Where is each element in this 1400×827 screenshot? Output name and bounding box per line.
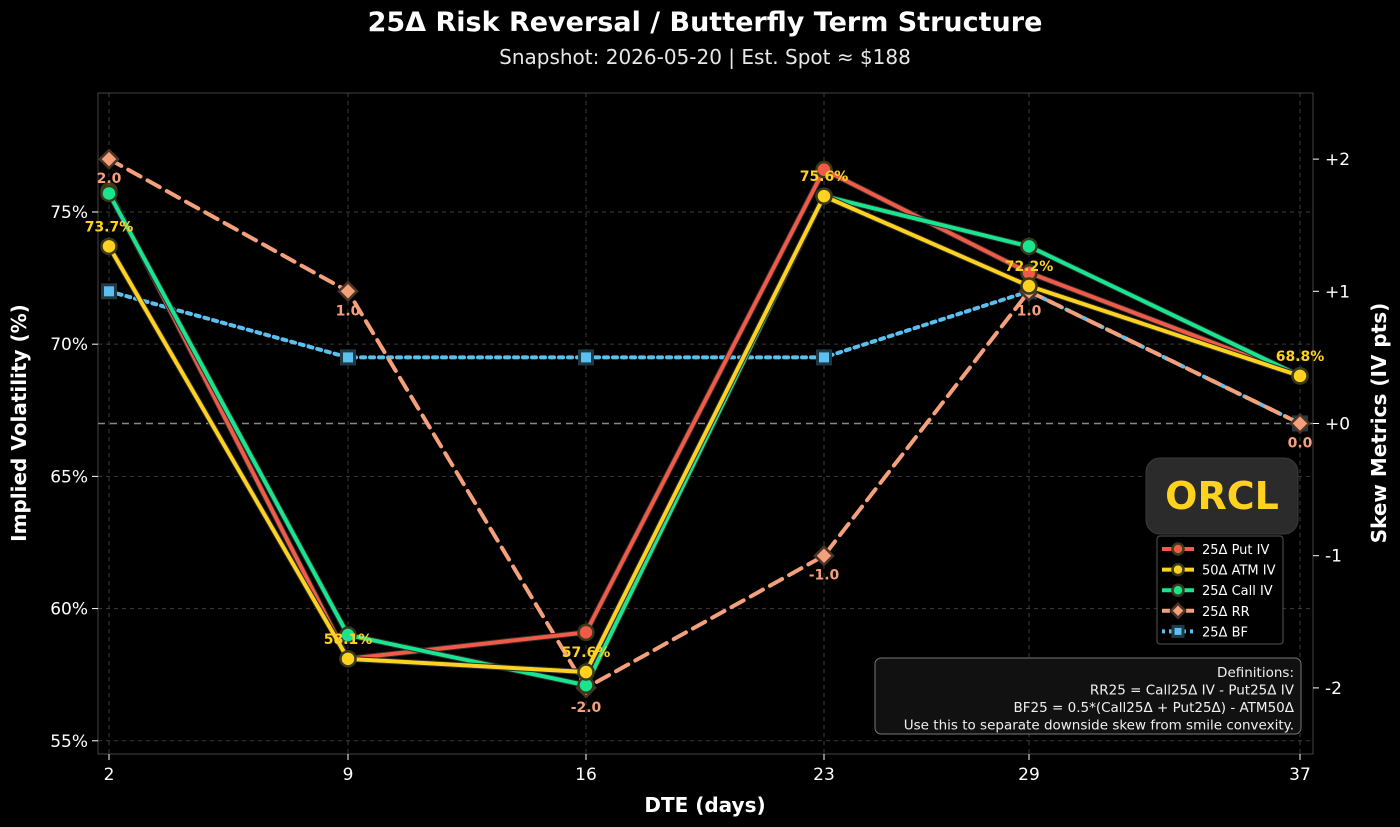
data-point-50-atm-iv [577,663,595,681]
y-tick-label-right: -2 [1325,679,1342,699]
legend-marker-50-atm-iv [1171,562,1185,577]
data-point-25-rr [337,280,359,303]
data-point-25-rr [813,544,835,567]
data-point-25-rr [98,148,120,170]
x-tick-label: 23 [813,765,835,785]
legend-label-25-put-iv: 25Δ Put IV [1202,543,1269,558]
data-label-layer: 73.7% 58.1% 57.6% 75.6% 72.2% 68.8% 2.0 1.0 -2.0… [85,169,1325,716]
atm-iv-data-label: 72.2% [1005,259,1054,275]
series-line-50-atm-iv [107,194,1302,675]
y-tick-label-right: +1 [1325,282,1350,302]
data-point-50-atm-iv [815,187,833,205]
rr-data-label: 1.0 [336,303,361,319]
ticker-badge: ORCL [1145,457,1299,535]
definitions-line: BF25 = 0.5*(Call25Δ + Put25Δ) - ATM50Δ [1014,700,1295,716]
y-tick-label-left: 75% [50,203,88,223]
y-tick-label-left: 65% [50,467,88,487]
series-layer [98,148,1311,699]
grid-layer [98,93,1313,754]
series-line-25-put-iv [107,167,1302,661]
y-tick-label-right: +2 [1325,150,1350,170]
x-tick-label: 9 [343,765,354,785]
x-tick-label: 37 [1289,765,1311,785]
data-point-25-put-iv [577,623,595,642]
definitions-line: Use this to separate downside skew from … [904,718,1294,734]
data-point-25-call-iv [100,184,118,203]
y-axis-label-left: Implied Volatility (%) [7,304,31,542]
legend-marker-25-bf [1171,624,1185,638]
data-point-25-call-iv [1020,237,1038,256]
ticker-badge-box [1145,457,1299,535]
rr-data-label: -2.0 [571,700,602,716]
data-point-25-bf [578,349,594,366]
legend-label-25-call-iv: 25Δ Call IV [1202,584,1273,599]
definitions-line: Definitions: [1217,665,1294,681]
legend-marker-25-call-iv [1171,583,1185,597]
data-point-25-rr [1289,412,1311,435]
y-tick-label-left: 70% [50,335,88,355]
y-tick-label-left: 60% [50,600,88,620]
x-tick-label: 29 [1018,765,1040,785]
atm-iv-data-label: 75.6% [800,169,849,185]
rr-data-label: 1.0 [1017,303,1042,319]
data-point-25-bf [816,349,832,366]
x-tick-label: 16 [575,765,597,785]
data-point-50-atm-iv [100,237,118,256]
series-line-25-rr [107,157,1302,690]
data-point-50-atm-iv [1291,367,1309,385]
legend-label-25-rr: 25Δ RR [1202,605,1250,620]
legend-label-50-atm-iv: 50Δ ATM IV [1202,564,1276,579]
y-axis-label-right: Skew Metrics (IV pts) [1367,303,1391,544]
legend-box [1156,535,1284,645]
data-point-25-call-iv [339,626,357,644]
rr-data-label: 0.0 [1288,436,1313,452]
atm-iv-data-label: 58.1% [324,632,373,648]
chart-subtitle: Snapshot: 2026-05-20 | Est. Spot ≈ $188 [499,45,911,69]
series-line-shadow-25-put-iv [106,166,1303,662]
ticker-badge-text: ORCL [1165,474,1279,518]
definitions-box-bg [874,657,1302,735]
atm-iv-data-label: 73.7% [85,219,134,235]
y-tick-label-left: 55% [50,732,88,752]
definitions-line: RR25 = Call25Δ IV - Put25Δ IV [1090,683,1295,699]
atm-iv-data-label: 57.6% [562,645,611,661]
x-tick-label: 2 [104,765,115,785]
data-point-25-bf [101,283,117,300]
atm-iv-data-label: 68.8% [1276,349,1325,365]
data-point-25-put-iv [815,160,833,179]
legend-label-25-bf: 25Δ BF [1202,625,1248,640]
data-point-50-atm-iv [1020,277,1038,295]
rr-data-label: 2.0 [97,171,122,187]
y-tick-label-right: +0 [1325,415,1350,435]
legend-marker-25-rr [1169,602,1187,620]
legend: 25Δ Put IV 50Δ ATM IV 25Δ Call IV 25Δ RR 25Δ… [1156,535,1284,645]
x-axis-label: DTE (days) [644,793,765,817]
data-point-50-atm-iv [339,650,357,668]
legend-marker-25-put-iv [1171,542,1185,556]
chart-title: 25Δ Risk Reversal / Butterfly Term Struc… [368,7,1043,38]
rr-data-label: -1.0 [809,568,840,584]
y-tick-label-right: -1 [1325,547,1342,567]
definitions-box: Definitions: RR25 = Call25Δ IV - Put25Δ I… [874,657,1302,735]
data-point-25-bf [340,349,356,366]
